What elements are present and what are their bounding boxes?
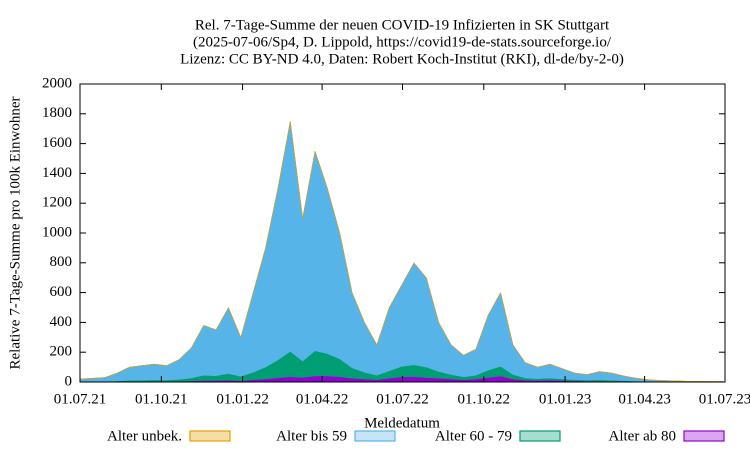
chart-title: (2025-07-06/Sp4, D. Lippold, https://cov… [193, 34, 612, 50]
area [79, 121, 724, 383]
y-axis-label: Relative 7-Tage-Summe pro 100k Einwohner [7, 96, 23, 369]
chart-title: Lizenz: CC BY-ND 4.0, Daten: Robert Koch… [180, 51, 624, 67]
area [79, 121, 724, 382]
y-tick-label: 1600 [42, 135, 72, 151]
x-tick-label: 01.07.23 [699, 391, 750, 407]
x-tick-label: 01.07.22 [376, 391, 429, 407]
y-tick-label: 400 [50, 314, 73, 330]
x-tick-label: 01.10.22 [458, 391, 511, 407]
legend-label: Alter bis 59 [276, 428, 347, 444]
x-axis-label: Meldedatum [364, 415, 440, 431]
x-tick-label: 01.01.22 [216, 391, 269, 407]
y-tick-label: 1400 [42, 165, 72, 181]
x-tick-label: 01.10.21 [135, 391, 188, 407]
x-tick-label: 01.04.22 [296, 391, 349, 407]
legend-label: Alter ab 80 [609, 428, 676, 444]
y-tick-label: 600 [50, 284, 73, 300]
y-tick-label: 1000 [42, 224, 72, 240]
x-tick-label: 01.01.23 [539, 391, 592, 407]
y-tick-label: 1800 [42, 105, 72, 121]
legend-swatch [354, 430, 396, 442]
y-tick-label: 0 [65, 373, 73, 389]
legend-swatch [683, 430, 725, 442]
x-tick-label: 01.07.21 [54, 391, 107, 407]
legend-label: Alter unbek. [107, 428, 182, 444]
y-tick-label: 200 [50, 344, 73, 360]
chart-title: Rel. 7-Tage-Summe der neuen COVID-19 Inf… [195, 17, 610, 33]
legend-swatch [189, 430, 231, 442]
x-tick-label: 01.04.23 [618, 391, 671, 407]
y-tick-label: 2000 [42, 75, 72, 91]
y-tick-label: 1200 [42, 195, 72, 211]
legend-swatch [519, 430, 561, 442]
y-tick-label: 800 [50, 254, 73, 270]
legend-label: Alter 60 - 79 [435, 428, 512, 444]
